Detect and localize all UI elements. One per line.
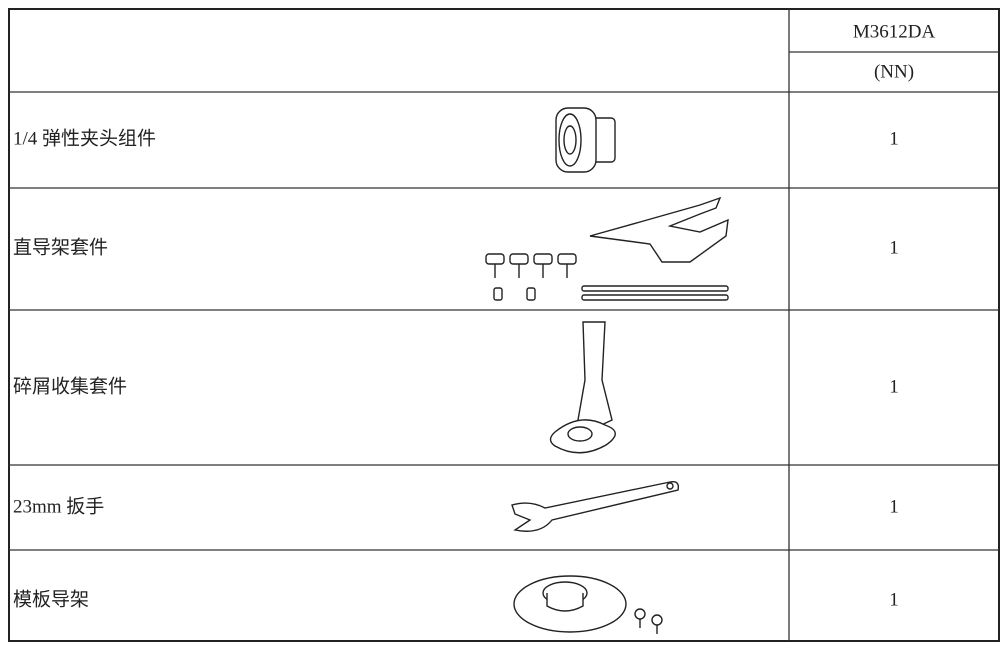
item-name: 1/4 弹性夹头组件 xyxy=(13,127,156,149)
model-header: M3612DA xyxy=(853,21,936,42)
dust-nozzle-illustration xyxy=(549,321,616,454)
table-border xyxy=(8,8,1000,642)
item-qty: 1 xyxy=(889,589,899,610)
item-name: 直导架套件 xyxy=(13,236,108,258)
item-qty: 1 xyxy=(889,128,899,149)
template-guide-illustration xyxy=(513,575,663,634)
item-name: 模板导架 xyxy=(13,588,89,610)
wrench-illustration xyxy=(511,480,680,532)
item-name: 碎屑收集套件 xyxy=(13,375,127,397)
guide-illustration xyxy=(485,196,729,301)
collet-illustration xyxy=(555,107,616,173)
item-qty: 1 xyxy=(889,496,899,517)
unit-header: (NN) xyxy=(874,61,914,82)
item-qty: 1 xyxy=(889,376,899,397)
item-name: 23mm 扳手 xyxy=(13,495,104,517)
item-qty: 1 xyxy=(889,237,899,258)
